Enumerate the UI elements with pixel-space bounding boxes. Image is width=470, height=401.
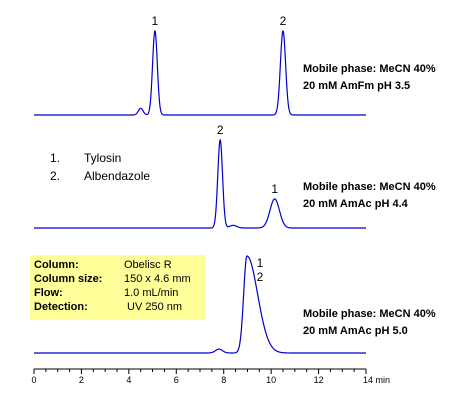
mobile-phase-3-line-1: Mobile phase: MeCN 40% <box>303 308 436 320</box>
mobile-phase-labels: Mobile phase: MeCN 40% 20 mM AmFm pH 3.5 M… <box>303 63 436 337</box>
x-tick-label: 8 <box>221 375 226 385</box>
info-key-column-size: Column size: <box>34 273 102 285</box>
peak-label-1-1: 1 <box>152 14 159 28</box>
peak-label-3-1-1: 1 <box>257 256 264 270</box>
info-key-column: Column: <box>34 259 79 271</box>
info-key-detection: Detection: <box>34 301 88 313</box>
legend-number-2: 2. <box>50 169 60 183</box>
x-tick-label: 6 <box>174 375 179 385</box>
peak-label-1-2: 2 <box>280 14 287 28</box>
peak-label-3-1-2: 2 <box>257 270 264 284</box>
peak-label-2-1: 2 <box>217 123 224 137</box>
compound-legend: 1. Tylosin 2. Albendazole <box>50 151 150 183</box>
mobile-phase-3-line-2: 20 mM AmAc pH 5.0 <box>303 325 408 337</box>
info-value-column-size: 150 x 4.6 mm <box>124 273 191 285</box>
mobile-phase-2-line-1: Mobile phase: MeCN 40% <box>303 181 436 193</box>
legend-number-1: 1. <box>50 151 60 165</box>
info-key-flow: Flow: <box>34 287 63 299</box>
traces-group <box>34 29 366 354</box>
x-axis: 0 2 4 6 8 10 12 14 min <box>31 368 390 385</box>
chromatogram-trace-1 <box>34 29 366 116</box>
x-tick-label: 4 <box>126 375 131 385</box>
x-tick-label: 0 <box>31 375 36 385</box>
x-tick-label: 14 min <box>363 375 390 385</box>
column-info-box: Column: Obelisc R Column size: 150 x 4.6… <box>30 255 205 320</box>
peak-label-2-2: 1 <box>271 182 278 196</box>
chromatogram-trace-2 <box>34 138 366 229</box>
chromatogram-trace-3 <box>34 255 366 354</box>
legend-name-albendazole: Albendazole <box>84 169 150 183</box>
x-tick-label: 12 <box>314 375 324 385</box>
info-value-flow: 1.0 mL/min <box>124 287 178 299</box>
mobile-phase-1-line-2: 20 mM AmFm pH 3.5 <box>303 80 410 92</box>
x-tick-label: 10 <box>266 375 276 385</box>
mobile-phase-2-line-2: 20 mM AmAc pH 4.4 <box>303 198 409 210</box>
x-tick-label: 2 <box>79 375 84 385</box>
info-box-background <box>30 255 205 320</box>
info-value-detection: UV 250 nm <box>127 301 182 313</box>
mobile-phase-1-line-1: Mobile phase: MeCN 40% <box>303 63 436 75</box>
legend-name-tylosin: Tylosin <box>84 151 121 165</box>
info-value-column: Obelisc R <box>124 259 172 271</box>
